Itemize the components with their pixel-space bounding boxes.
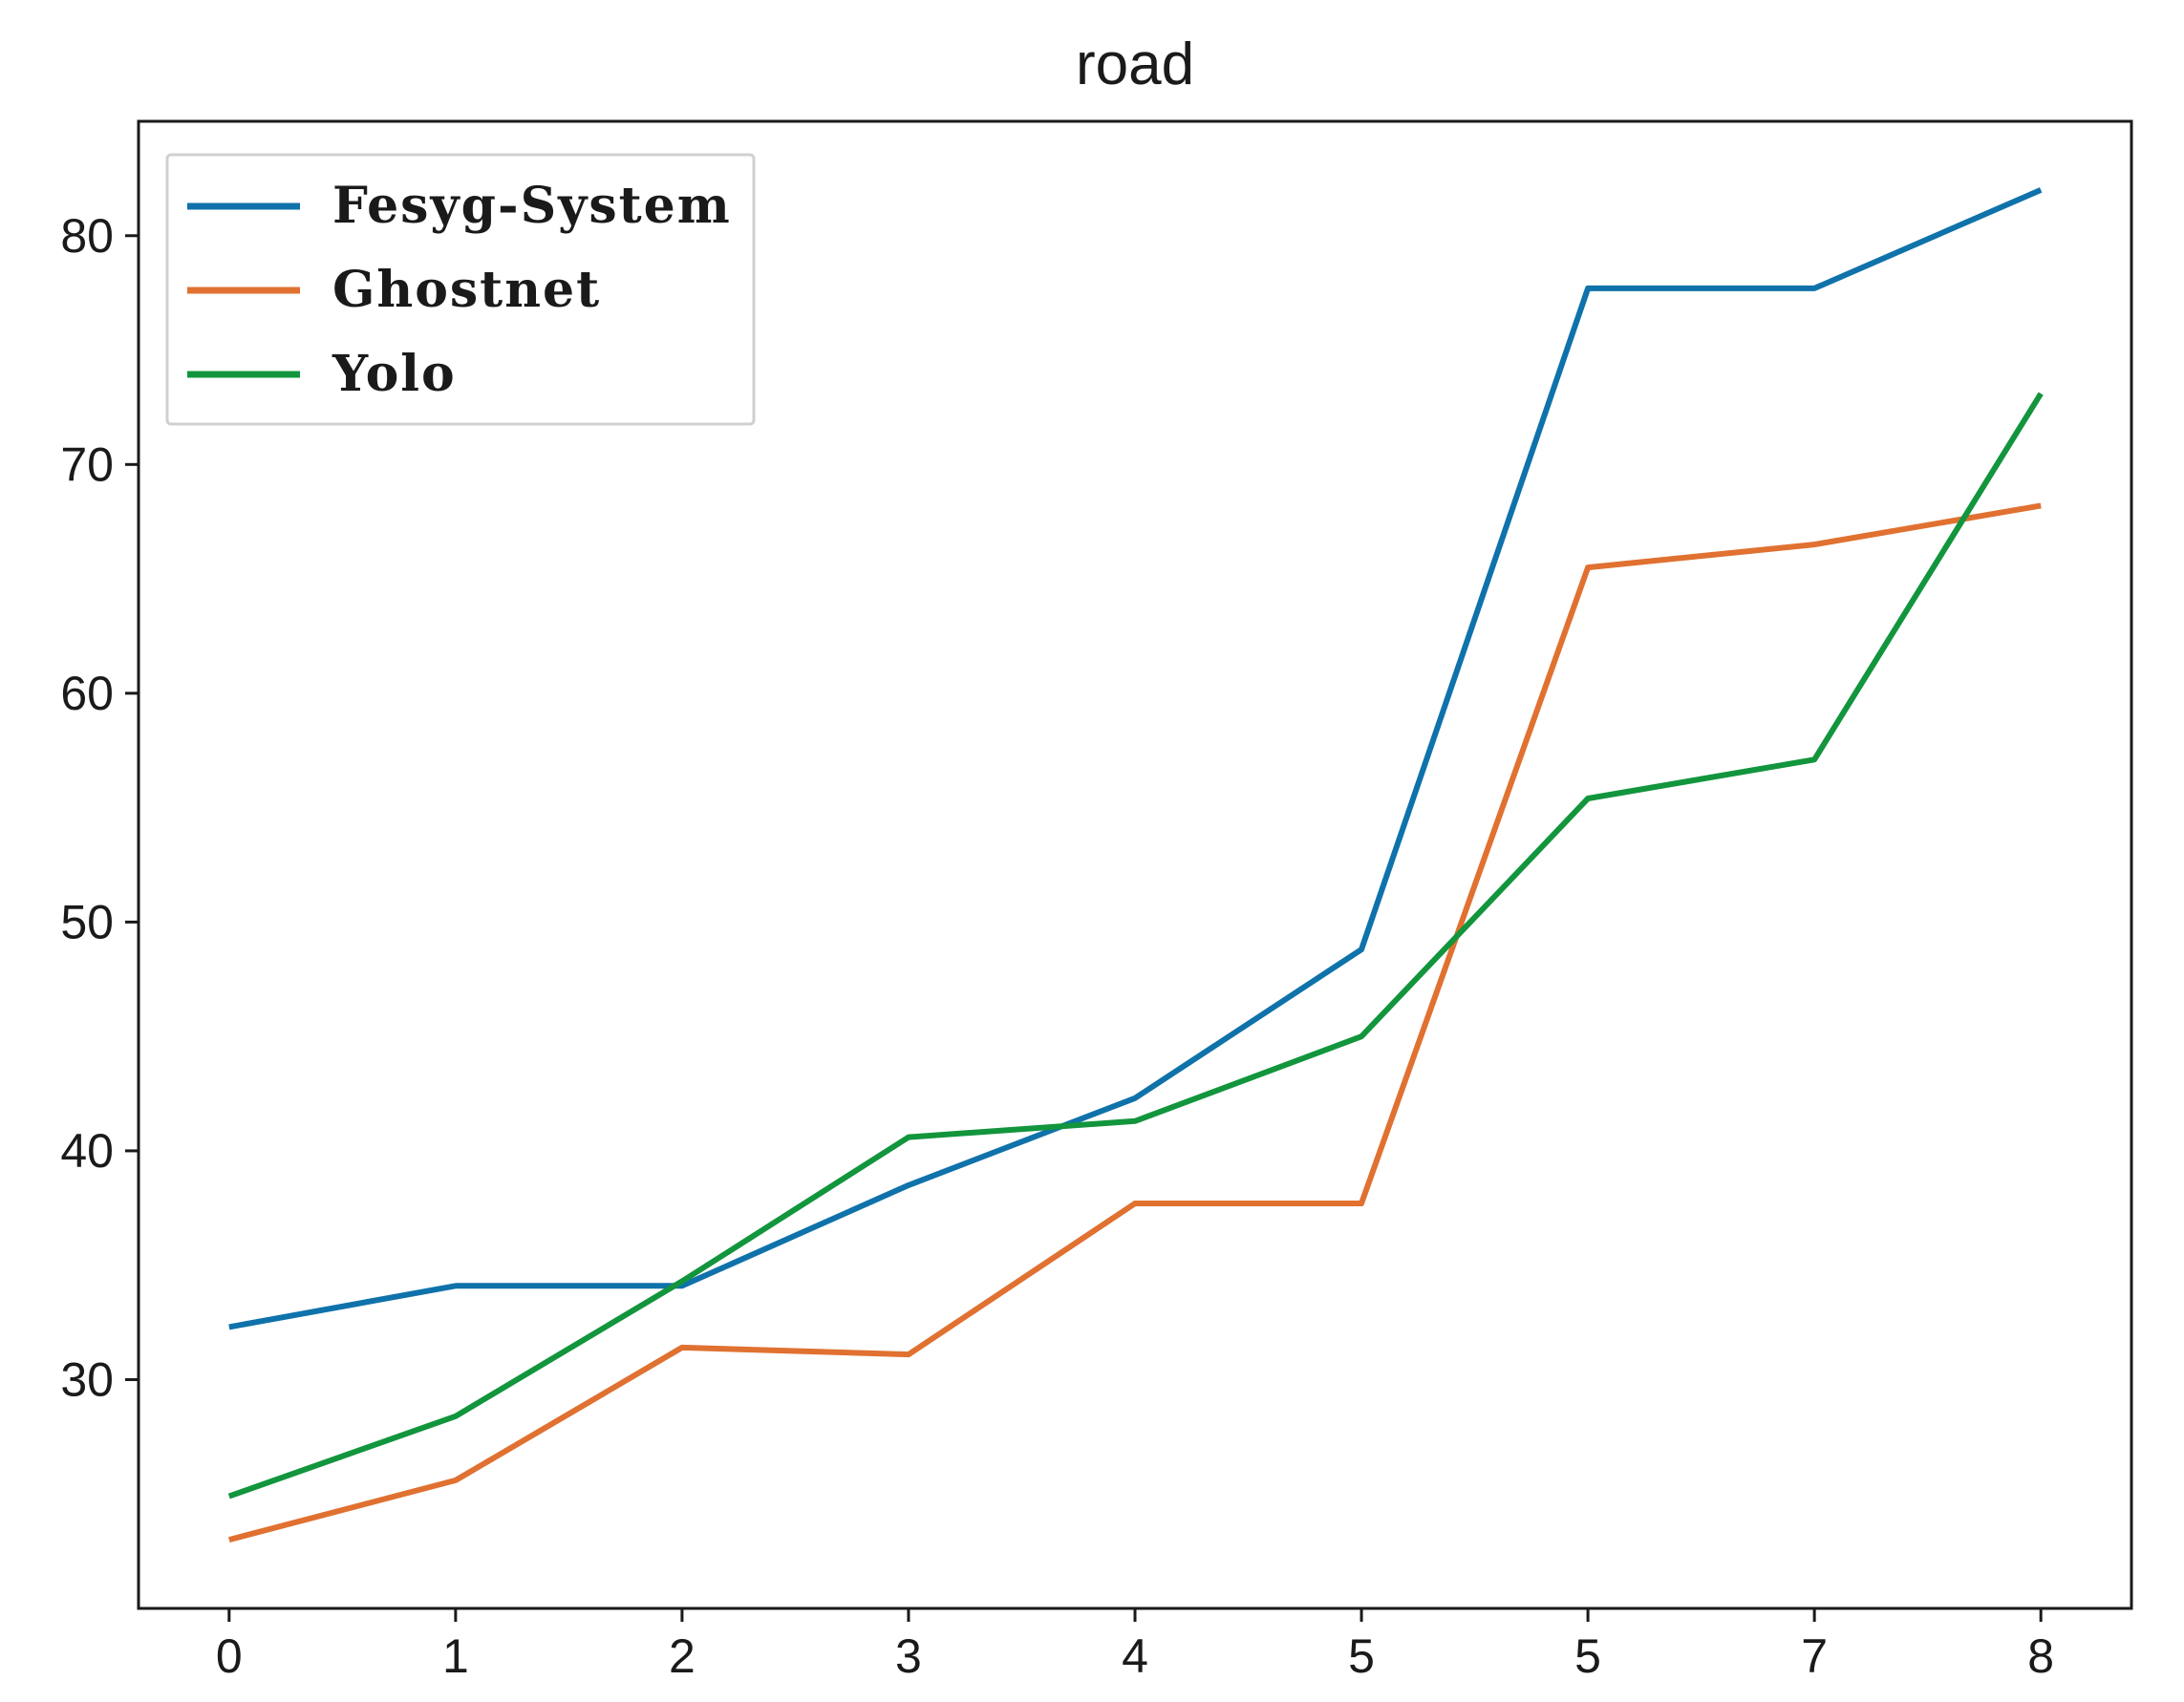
legend-label-yolo: Yolo [332, 345, 457, 403]
legend: Fesyg-System Ghostnet Yolo [165, 153, 756, 426]
legend-label-ghostnet: Ghostnet [332, 261, 601, 319]
y-tick-label: 70 [60, 437, 114, 491]
x-tick-label: 5 [1574, 1629, 1601, 1683]
y-tick-label: 30 [60, 1352, 114, 1406]
x-tick-label: 4 [1122, 1629, 1148, 1683]
x-tick-label: 0 [216, 1629, 243, 1683]
x-tick-label: 2 [669, 1629, 696, 1683]
x-axis: 0 1 2 3 4 5 5 7 8 [216, 1608, 2054, 1683]
x-tick-label: 7 [1801, 1629, 1828, 1683]
legend-label-fesyg-system: Fesyg-System [332, 177, 732, 235]
series-line-ghostnet [228, 502, 2042, 1543]
y-tick-label: 50 [60, 895, 114, 948]
y-tick-label: 40 [60, 1124, 114, 1178]
series-line-yolo [227, 392, 2044, 1500]
x-tick-label: 5 [1348, 1629, 1375, 1683]
x-tick-label: 8 [2027, 1629, 2054, 1683]
chart-title: road [1076, 32, 1194, 97]
y-tick-label: 60 [60, 667, 114, 720]
x-tick-label: 1 [442, 1629, 469, 1683]
series-layer [227, 187, 2044, 1543]
y-tick-label: 80 [60, 209, 114, 263]
legend-box [165, 153, 756, 426]
series-line-fesyg-system [228, 187, 2043, 1330]
y-axis: 30 40 50 60 70 80 [60, 209, 139, 1406]
x-tick-label: 3 [895, 1629, 922, 1683]
